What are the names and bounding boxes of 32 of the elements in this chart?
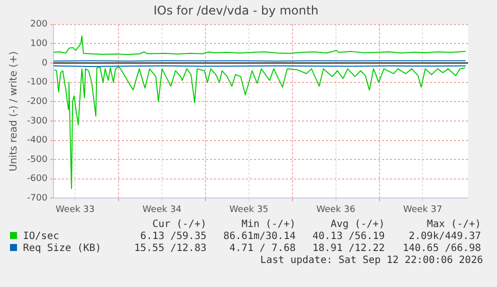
- text: Last update: Sat Sep 12 22:00:06 2026: [259, 255, 483, 267]
- x-tick-label: Week 34: [142, 204, 182, 215]
- text: Avg (-/+): [330, 219, 386, 231]
- y-tick-label: -700: [26, 194, 48, 204]
- legend-label: Req Size (KB): [22, 243, 102, 255]
- y-tick-label: 0: [42, 58, 48, 68]
- text: 4.71 / 7.68: [228, 243, 297, 255]
- chart-title: IOs for /dev/vda - by month: [153, 3, 319, 18]
- y-tick-label: -400: [26, 136, 48, 146]
- y-tick-label: -100: [26, 78, 48, 88]
- x-tick-label: Week 33: [56, 204, 95, 215]
- y-tick-label: 100: [30, 39, 48, 50]
- y-tick-label: -300: [26, 116, 48, 126]
- text: 6.13 /59.35: [139, 231, 208, 243]
- y-tick-label: -600: [26, 174, 48, 184]
- x-tick-label: Week 37: [403, 204, 442, 215]
- legend-label: IO/sec: [22, 231, 60, 243]
- text: Max (-/+): [426, 219, 482, 231]
- y-tick-label: -500: [26, 154, 48, 165]
- text: Min (-/+): [240, 219, 297, 231]
- text: 86.61m/30.14: [222, 231, 297, 243]
- y-axis-title: Units read (-) / write (+): [8, 51, 20, 172]
- text: Cur (-/+): [151, 219, 208, 231]
- x-tick-label: Week 36: [316, 204, 356, 215]
- text: 18.91 /12.22: [312, 243, 386, 255]
- text: 15.55 /12.83: [133, 243, 208, 255]
- x-tick-label: Week 35: [229, 204, 268, 215]
- text: 2.09k/449.37: [408, 231, 482, 243]
- text: 140.65 /66.98: [402, 243, 482, 255]
- y-tick-label: 200: [30, 20, 48, 30]
- y-tick-label: -200: [26, 96, 48, 107]
- text: 40.13 /56.19: [312, 231, 386, 243]
